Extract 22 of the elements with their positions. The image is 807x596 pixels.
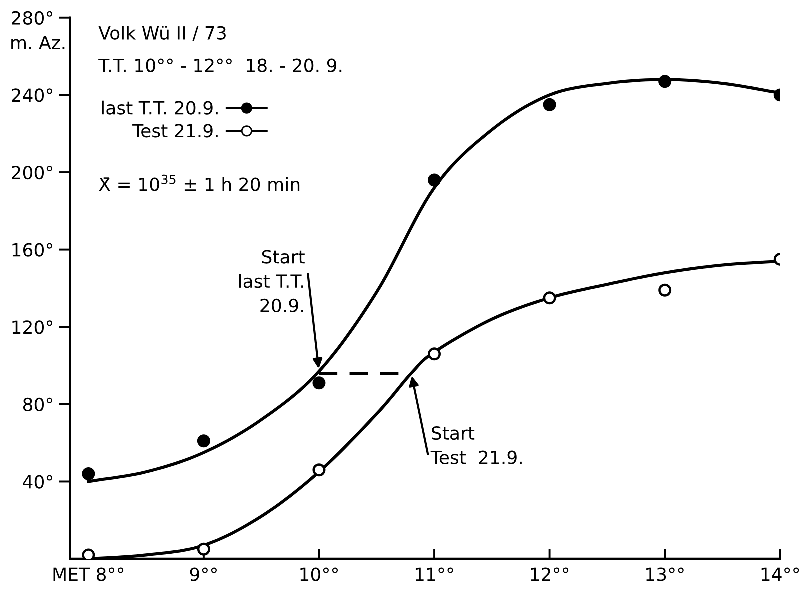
annotation: Start Test 21.9. xyxy=(430,426,522,464)
chart-title: Volk Wü II / 73 xyxy=(98,26,226,42)
legend-label: Test 21.9. xyxy=(132,124,218,138)
y-axis-title: m. Az. xyxy=(12,36,65,50)
legend-label: last T.T. 20.9. xyxy=(102,100,218,115)
annotation: Start last T.T. 20.9. xyxy=(239,250,305,313)
y-tick-label: 120° xyxy=(12,320,53,334)
x-tick-label: 11°° xyxy=(416,568,454,582)
annotation: X̄ = 10$^{35}$ ± 1 h 20 min xyxy=(99,174,300,192)
x-tick-label: 14°° xyxy=(762,568,800,582)
y-tick-label: 40° xyxy=(23,475,53,489)
text: T.T. 10°° - 12°° 18. - 20. 9. xyxy=(98,58,342,72)
x-tick-label: 10°° xyxy=(300,568,338,582)
y-tick-label: 240° xyxy=(12,88,53,102)
y-tick-label: 160° xyxy=(12,243,53,257)
x-tick-label: 12°° xyxy=(531,568,569,582)
x-tick-label: 9°° xyxy=(190,568,217,582)
y-tick-label: 200° xyxy=(12,166,53,180)
y-tick-label: 280° xyxy=(12,11,53,25)
x-tick-label: 13°° xyxy=(646,568,684,582)
x-tick-label: MET 8°° xyxy=(54,568,124,582)
y-tick-label: 80° xyxy=(23,398,53,412)
